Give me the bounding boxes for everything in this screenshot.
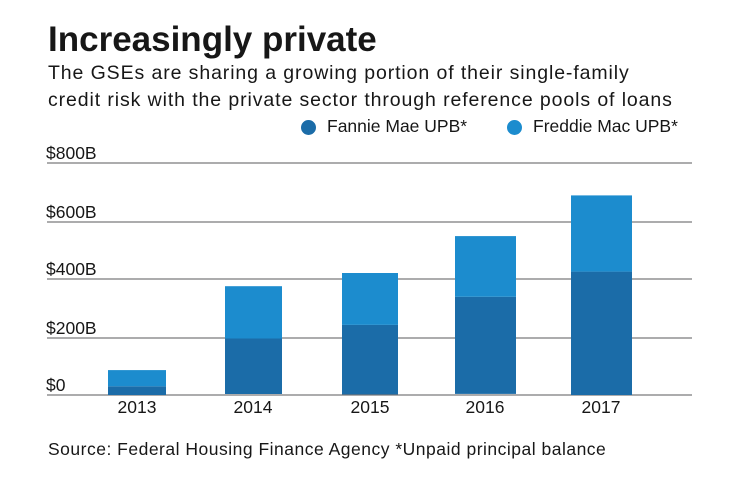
svg-text:$0: $0	[46, 375, 66, 395]
svg-text:$200B: $200B	[46, 318, 97, 338]
svg-text:2017: 2017	[582, 397, 621, 417]
svg-text:$400B: $400B	[46, 259, 97, 279]
svg-text:$800B: $800B	[46, 143, 97, 163]
svg-text:2013: 2013	[118, 397, 157, 417]
svg-text:$600B: $600B	[46, 202, 97, 222]
svg-text:2016: 2016	[466, 397, 505, 417]
svg-text:2015: 2015	[351, 397, 390, 417]
svg-text:2014: 2014	[234, 397, 273, 417]
